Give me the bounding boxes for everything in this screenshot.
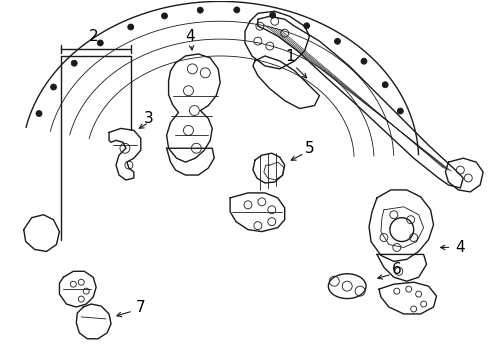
Text: 4: 4 (185, 28, 195, 44)
Text: 6: 6 (391, 262, 401, 277)
Circle shape (233, 7, 239, 13)
Text: 7: 7 (136, 300, 145, 315)
Circle shape (97, 40, 103, 46)
Circle shape (71, 60, 77, 66)
Text: 3: 3 (143, 111, 153, 126)
Text: 4: 4 (455, 240, 464, 255)
Circle shape (397, 108, 403, 114)
Text: 5: 5 (304, 141, 314, 156)
Circle shape (360, 58, 366, 64)
Circle shape (127, 24, 133, 30)
Circle shape (161, 13, 167, 19)
Circle shape (334, 38, 340, 44)
Circle shape (269, 12, 275, 18)
Circle shape (382, 82, 387, 88)
Text: 1: 1 (284, 49, 294, 64)
Circle shape (303, 23, 309, 29)
Circle shape (50, 84, 57, 90)
Circle shape (36, 111, 42, 117)
Circle shape (197, 7, 203, 13)
Text: 2: 2 (89, 28, 99, 44)
